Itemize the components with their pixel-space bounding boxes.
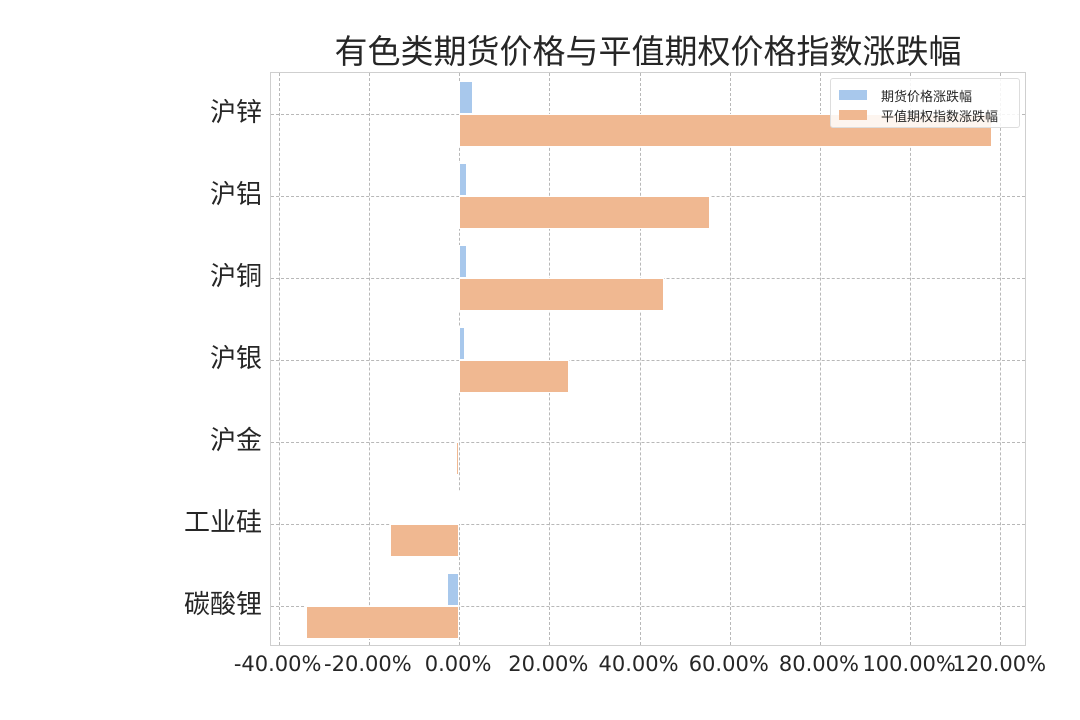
x-gridline — [549, 73, 551, 645]
x-tick-label: 20.00% — [508, 652, 589, 676]
legend-label-futures: 期货价格涨跌幅 — [881, 89, 973, 105]
bar-futures — [459, 491, 462, 524]
bar-futures — [459, 327, 465, 360]
bar-options — [459, 114, 993, 147]
legend-swatch-options — [839, 110, 867, 120]
y-gridline — [271, 524, 1025, 525]
x-tick-label: 80.00% — [778, 652, 859, 676]
bar-options — [459, 360, 570, 393]
x-tick-label: -40.00% — [233, 652, 322, 676]
x-tick-label: 100.00% — [862, 652, 956, 676]
bar-options — [459, 196, 711, 229]
bar-options — [455, 442, 460, 475]
x-gridline — [819, 73, 821, 645]
bar-futures — [459, 81, 474, 114]
x-tick-label: 0.00% — [424, 652, 492, 676]
legend-swatch-futures — [839, 90, 867, 100]
y-tick-label: 沪银 — [209, 344, 262, 374]
bar-futures — [457, 409, 460, 442]
x-gridline — [910, 73, 912, 645]
x-gridline — [639, 73, 641, 645]
y-gridline — [271, 442, 1025, 443]
bar-options — [459, 278, 665, 311]
y-tick-label: 碳酸锂 — [183, 590, 262, 620]
x-gridline — [1000, 73, 1002, 645]
x-gridline — [278, 73, 280, 645]
x-gridline — [729, 73, 731, 645]
y-tick-label: 工业硅 — [183, 508, 262, 538]
bar-futures — [446, 573, 460, 606]
x-tick-label: 60.00% — [688, 652, 769, 676]
bar-options — [306, 606, 460, 639]
legend-label-options: 平值期权指数涨跌幅 — [881, 109, 999, 125]
legend-item-futures: 期货价格涨跌幅 — [839, 85, 1019, 105]
bar-options — [390, 524, 460, 557]
bar-futures — [459, 163, 467, 196]
bar-futures — [459, 245, 467, 278]
y-tick-label: 沪铜 — [209, 262, 262, 292]
y-tick-label: 沪铝 — [209, 180, 262, 210]
chart-title: 有色类期货价格与平值期权价格指数涨跌幅 — [334, 32, 962, 71]
y-gridline — [271, 606, 1025, 607]
legend-item-options: 平值期权指数涨跌幅 — [839, 105, 1019, 125]
x-tick-label: 40.00% — [598, 652, 679, 676]
x-tick-label: -20.00% — [324, 652, 412, 676]
y-gridline — [271, 360, 1025, 361]
x-tick-label: 120.00% — [952, 652, 1047, 676]
legend: 期货价格涨跌幅 平值期权指数涨跌幅 — [830, 78, 1020, 128]
plot-area — [270, 72, 1026, 646]
y-tick-label: 沪金 — [209, 426, 262, 456]
y-tick-label: 沪锌 — [209, 98, 262, 128]
x-gridline — [368, 73, 370, 645]
